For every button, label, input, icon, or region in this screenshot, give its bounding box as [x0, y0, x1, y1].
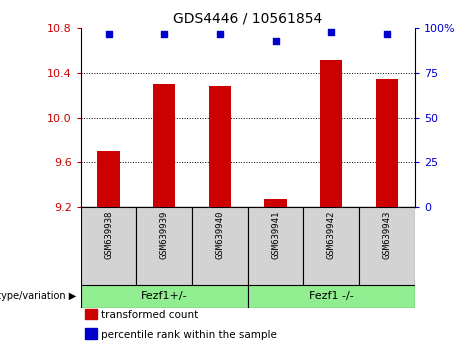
- Point: [105, 31, 112, 36]
- Bar: [320, 59, 343, 207]
- Bar: [136, 207, 192, 285]
- Bar: [97, 151, 120, 207]
- Bar: [248, 285, 415, 308]
- Bar: [81, 207, 136, 285]
- Text: GSM639940: GSM639940: [215, 211, 225, 259]
- Text: Fezf1 -/-: Fezf1 -/-: [309, 291, 354, 302]
- Bar: [153, 84, 175, 207]
- Bar: [359, 207, 415, 285]
- Bar: [303, 207, 359, 285]
- Bar: [248, 207, 303, 285]
- Text: percentile rank within the sample: percentile rank within the sample: [101, 330, 278, 340]
- Text: GSM639943: GSM639943: [383, 211, 391, 259]
- Point: [216, 31, 224, 36]
- Point: [328, 29, 335, 35]
- Text: GSM639942: GSM639942: [327, 211, 336, 259]
- Bar: [192, 207, 248, 285]
- Text: genotype/variation ▶: genotype/variation ▶: [0, 291, 76, 302]
- Bar: [209, 86, 231, 207]
- Point: [384, 31, 391, 36]
- Text: GSM639938: GSM639938: [104, 211, 113, 259]
- Text: Fezf1+/-: Fezf1+/-: [141, 291, 188, 302]
- Bar: [81, 285, 248, 308]
- Text: GSM639941: GSM639941: [271, 211, 280, 259]
- Text: GSM639939: GSM639939: [160, 211, 169, 259]
- Point: [160, 31, 168, 36]
- Text: transformed count: transformed count: [101, 310, 199, 320]
- Point: [272, 38, 279, 44]
- Title: GDS4446 / 10561854: GDS4446 / 10561854: [173, 12, 322, 26]
- Bar: [265, 199, 287, 207]
- Bar: [376, 79, 398, 207]
